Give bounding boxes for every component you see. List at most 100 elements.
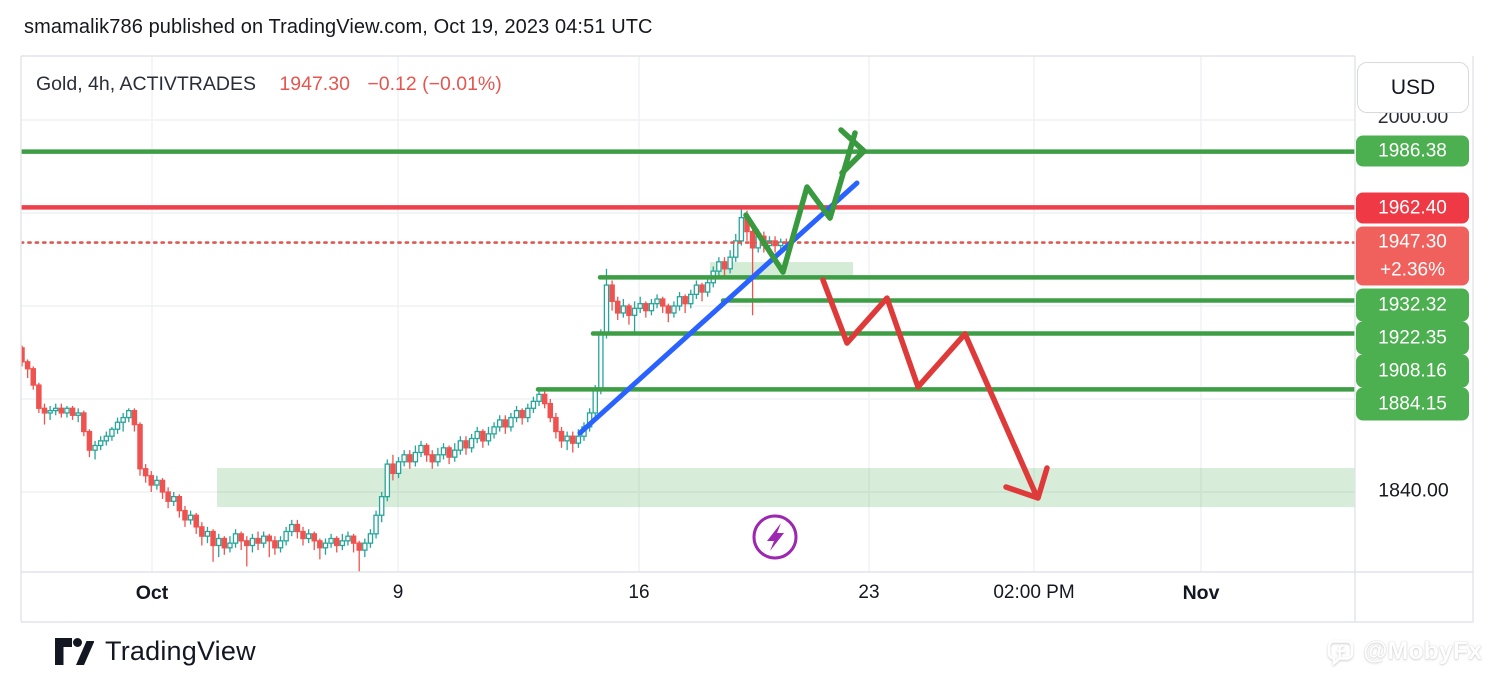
candle-body [491,426,497,435]
candle-body [373,514,379,535]
candle-body [238,533,244,542]
candle-body [732,240,739,258]
candle-body [244,540,250,547]
chart-borders [20,55,1474,623]
candle-body [704,282,711,293]
candle-body [362,542,368,551]
candle-body [47,409,53,414]
candle-body [328,537,334,544]
bullish-projection-arrow-head[interactable] [838,127,867,176]
candle-body [30,368,36,386]
candle-body [435,454,441,463]
candle-body [75,412,81,416]
price-badge-1947.30: 1947.30 +2.36% [1356,226,1469,286]
candle-body [451,449,458,458]
chat-bubble-icon [1327,639,1354,666]
candle-body [221,537,228,549]
candle-body [575,435,582,444]
candle-body [232,533,239,544]
candle-body [148,475,155,486]
candle-body [631,307,638,316]
candle-body [513,409,520,419]
candle-body [609,284,615,303]
bullish-projection-arrow[interactable] [743,130,858,275]
candle-body [142,468,149,477]
candle-body [384,463,391,498]
candle-body [777,241,784,247]
candle-body [659,298,666,307]
candle-body [193,514,199,528]
candle-body [671,305,677,314]
candle-body [648,303,655,312]
candle-body [553,416,559,433]
candle-body [227,542,233,549]
candle-body [154,479,160,486]
candle-body [446,447,452,458]
candle-body [266,535,273,542]
price-badge-1962.40: 1962.40 [1356,192,1469,224]
gridlines [21,56,1355,572]
price-badge-value: 1947.30 [1378,231,1447,253]
candle-body [277,540,284,549]
price-badge-value: 1908.16 [1378,360,1447,382]
candle-body [547,402,554,419]
candle-body [215,537,222,547]
candle-body [289,523,295,533]
candle-body [423,444,430,456]
candle-body [440,447,447,456]
candle-body [485,433,492,442]
bearish-projection-arrow-head[interactable] [1003,465,1050,501]
candle-body [165,491,171,502]
candle-body [114,421,121,430]
candle-body [52,407,59,412]
flash-icon[interactable] [752,514,798,560]
candle-body [294,523,301,533]
candle-body [468,437,475,449]
candlesticks [21,208,790,572]
trendline-segment[interactable] [577,180,860,436]
candle-body [457,440,464,451]
symbol-legend[interactable]: Gold, 4h, ACTIVTRADES 1947.30 −0.12 (−0.… [36,73,502,96]
price-badge-1922.35: 1922.35 [1356,321,1469,355]
candle-body [676,296,683,307]
candle-body [738,216,745,242]
tradingview-logo[interactable]: TradingView [54,636,256,667]
candle-body [97,440,104,447]
candle-body [727,256,733,270]
zone-rect[interactable] [217,468,1355,508]
candle-body [182,509,188,521]
candle-body [333,537,340,547]
candle-body [614,300,621,314]
candle-body [345,535,351,542]
candle-body [199,526,205,537]
candle-body [305,533,312,540]
candle-body [317,540,323,549]
publish-info-line: smamalik786 published on TradingView.com… [24,16,653,38]
candle-body [170,495,177,502]
tradingview-logo-icon [55,638,94,665]
candle-body [530,400,537,409]
time-axis-label-9: 9 [392,582,404,603]
price-badge-value: 1962.40 [1378,197,1447,219]
candle-body [716,261,722,272]
candle-body [508,416,514,428]
bearish-projection-arrow[interactable] [820,277,1040,500]
projection-arrows [743,127,1050,501]
currency-toggle-button[interactable]: USD [1357,62,1469,113]
candle-body [429,454,436,463]
candle-body [322,542,329,549]
price-badge-1908.16: 1908.16 [1356,354,1469,388]
candle-body [283,530,289,542]
candle-body [120,416,126,423]
axis-label-1840: 1840.00 [1378,479,1449,502]
candle-body [699,284,705,293]
candle-body [103,435,110,442]
candle-body [311,533,317,542]
watermark-text: @MobyFx [1363,637,1482,665]
candle-body [688,293,694,305]
price-badge-1884.15: 1884.15 [1356,387,1469,421]
candle-body [86,430,93,451]
candle-body [339,540,346,547]
candle-body [693,284,700,296]
candle-body [249,537,256,547]
